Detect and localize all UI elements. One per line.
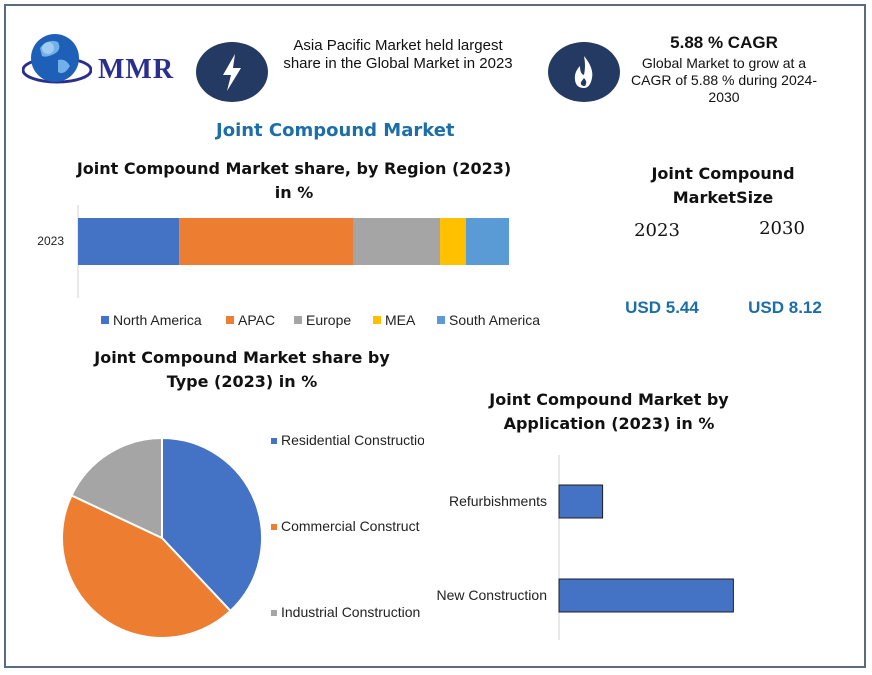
region-chart-title: Joint Compound Market share, by Region (… (76, 159, 512, 202)
region-bar-segment (440, 218, 466, 265)
region-bar-segment (353, 218, 441, 265)
region-legend-item: Europe (294, 312, 351, 328)
lightning-badge (196, 42, 268, 102)
legend-swatch (294, 316, 302, 324)
market-size-year-2030: 2030 (759, 218, 805, 239)
region-legend-item: APAC (226, 312, 275, 328)
cagr-text: Global Market to grow at a CAGR of 5.88 … (631, 55, 817, 105)
legend-label: Industrial Construction (281, 604, 421, 620)
pie-slice (161, 436, 263, 613)
logo-text: MMR (98, 54, 175, 85)
legend-swatch (373, 316, 381, 324)
market-size-value-2030: USD 8.12 (748, 298, 822, 317)
application-bar (558, 578, 734, 613)
flame-icon (574, 56, 593, 88)
legend-swatch (226, 316, 234, 324)
region-legend-item: North America (101, 312, 202, 328)
market-size-title: Joint Compound MarketSize (651, 164, 795, 207)
pie-slice (61, 494, 232, 639)
pie-slice (70, 436, 163, 540)
pie-legend-item: Residential Constructio (271, 432, 424, 448)
legend-swatch (271, 610, 277, 616)
region-category-label: 2023 (37, 234, 64, 248)
region-legend-item: South America (437, 312, 540, 328)
market-size-year-2023: 2023 (634, 220, 680, 241)
flame-badge (548, 42, 620, 102)
legend-label: Residential Constructio (281, 432, 424, 448)
legend-swatch (437, 316, 445, 324)
application-category-label: Refurbishments (449, 493, 547, 509)
legend-swatch (271, 524, 277, 530)
lightning-icon (223, 54, 241, 91)
application-bar (558, 484, 604, 519)
region-bar-segment (78, 218, 180, 265)
pie-legend-item: Industrial Construction (271, 604, 424, 620)
highlight-left-text: Asia Pacific Market held largest share i… (283, 37, 513, 72)
legend-label: APAC (238, 312, 276, 328)
legend-swatch (271, 438, 277, 444)
legend-label: North America (113, 312, 202, 328)
legend-label: MEA (385, 312, 416, 328)
globe-logo-icon (22, 34, 92, 84)
legend-swatch (101, 316, 109, 324)
region-bar-segment (179, 218, 354, 265)
market-size-value-2023: USD 5.44 (625, 298, 699, 317)
type-chart-title: Joint Compound Market share by Type (202… (94, 348, 390, 391)
region-legend-item: MEA (373, 312, 415, 328)
application-category-label: New Construction (437, 587, 548, 603)
legend-label: Commercial Construct (281, 518, 420, 534)
main-title: Joint Compound Market (216, 120, 455, 141)
infographic-frame (4, 4, 866, 668)
pie-legend-item: Commercial Construct (271, 518, 424, 534)
legend-label: South America (449, 312, 541, 328)
cagr-title: 5.88 % CAGR (670, 33, 778, 52)
legend-label: Europe (306, 312, 352, 328)
application-chart-title: Joint Compound Market by Application (20… (489, 390, 729, 433)
region-bar-segment (465, 218, 509, 265)
